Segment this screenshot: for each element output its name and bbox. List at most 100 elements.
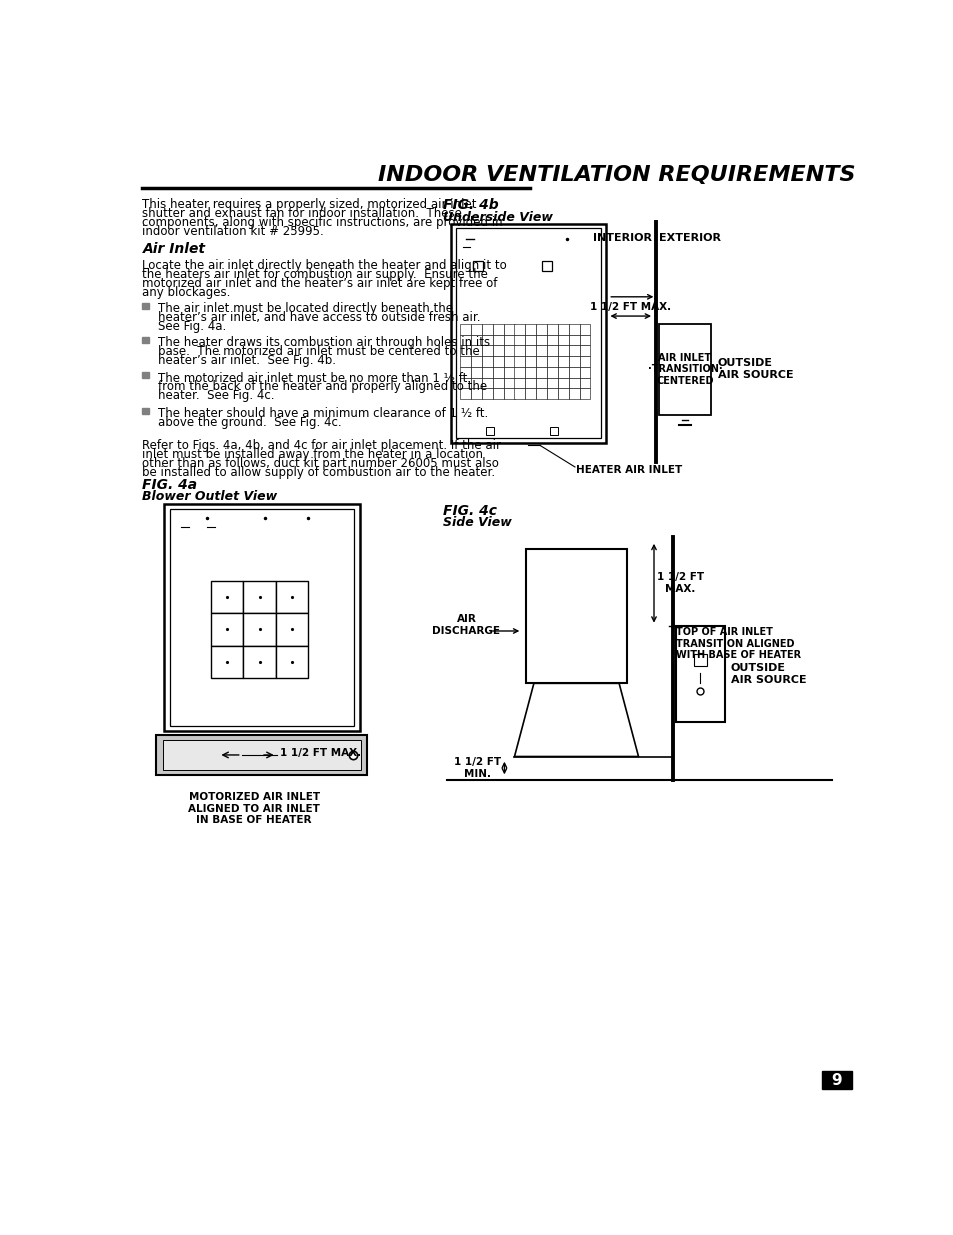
Bar (481, 367, 493, 378)
Bar (694, 655, 706, 667)
Bar (546, 335, 558, 346)
Text: motorized air inlet and the heater’s air inlet are kept free of: motorized air inlet and the heater’s air… (142, 277, 497, 290)
Bar (503, 378, 514, 389)
Text: FIG. 4b: FIG. 4b (443, 199, 498, 212)
Text: See Fig. 4a.: See Fig. 4a. (158, 320, 226, 333)
Text: indoor ventilation kit # 25995.: indoor ventilation kit # 25995. (142, 225, 324, 238)
Bar (471, 356, 481, 367)
Bar (503, 356, 514, 367)
Bar (170, 509, 354, 726)
Text: 1 1/2 FT MAX.: 1 1/2 FT MAX. (590, 303, 671, 312)
Bar (658, 324, 711, 415)
Text: The motorized air inlet must be no more than 1 ½ ft.: The motorized air inlet must be no more … (158, 372, 471, 384)
Bar (481, 378, 493, 389)
Bar (275, 614, 308, 646)
Bar (568, 389, 579, 399)
Bar (275, 646, 308, 678)
Text: Blower Outlet View: Blower Outlet View (142, 490, 277, 503)
Bar (579, 389, 590, 399)
Text: 9: 9 (831, 1073, 841, 1088)
Bar (525, 356, 536, 367)
Bar (558, 367, 568, 378)
Text: heater’s air inlet, and have access to outside fresh air.: heater’s air inlet, and have access to o… (158, 311, 480, 324)
Text: The heater draws its combustion air through holes in its: The heater draws its combustion air thro… (158, 336, 490, 350)
Bar (546, 378, 558, 389)
Text: shutter and exhaust fan for indoor installation.  These: shutter and exhaust fan for indoor insta… (142, 207, 462, 220)
Bar (493, 378, 503, 389)
Bar (558, 346, 568, 356)
Text: 1 1/2 FT MAX.: 1 1/2 FT MAX. (280, 748, 361, 758)
Text: The heater should have a minimum clearance of 1 ½ ft.: The heater should have a minimum clearan… (158, 406, 488, 420)
Bar (142, 408, 149, 414)
Bar (579, 367, 590, 378)
Text: other than as follows, duct kit part number 26005 must also: other than as follows, duct kit part num… (142, 457, 498, 471)
Bar (243, 646, 275, 678)
Bar (514, 324, 525, 335)
Bar (579, 346, 590, 356)
Bar (493, 367, 503, 378)
Text: Side View: Side View (443, 516, 512, 530)
Bar (514, 389, 525, 399)
Bar (211, 646, 243, 678)
Bar (164, 504, 359, 731)
Bar (503, 335, 514, 346)
Text: OUTSIDE
AIR SOURCE: OUTSIDE AIR SOURCE (730, 663, 805, 684)
Bar (456, 228, 600, 438)
Bar (514, 335, 525, 346)
Bar (558, 356, 568, 367)
Bar (471, 324, 481, 335)
Bar (493, 346, 503, 356)
Text: heater.  See Fig. 4c.: heater. See Fig. 4c. (158, 389, 274, 403)
Bar (579, 356, 590, 367)
Bar (459, 346, 471, 356)
Bar (568, 356, 579, 367)
Bar (493, 356, 503, 367)
Text: TOP OF AIR INLET
TRANSITION ALIGNED
WITH BASE OF HEATER: TOP OF AIR INLET TRANSITION ALIGNED WITH… (676, 627, 801, 661)
Text: the heaters air inlet for combustion air supply.  Ensure the: the heaters air inlet for combustion air… (142, 268, 488, 280)
Bar (558, 389, 568, 399)
Bar (459, 324, 471, 335)
Bar (162, 740, 360, 771)
Text: FIG. 4a: FIG. 4a (142, 478, 197, 492)
Text: HEATER AIR INLET: HEATER AIR INLET (576, 464, 682, 474)
Bar (459, 367, 471, 378)
Bar (514, 378, 525, 389)
Bar (493, 324, 503, 335)
Bar (451, 224, 605, 443)
Bar (142, 372, 149, 378)
Bar (568, 367, 579, 378)
Bar (536, 356, 546, 367)
Bar (525, 346, 536, 356)
Bar (546, 324, 558, 335)
Bar (525, 389, 536, 399)
Bar (471, 335, 481, 346)
Bar (514, 367, 525, 378)
Bar (536, 335, 546, 346)
Text: MOTORIZED AIR INLET
ALIGNED TO AIR INLET
IN BASE OF HEATER: MOTORIZED AIR INLET ALIGNED TO AIR INLET… (188, 792, 319, 825)
Text: Refer to Figs. 4a, 4b, and 4c for air inlet placement. If the air: Refer to Figs. 4a, 4b, and 4c for air in… (142, 440, 501, 452)
Bar (493, 335, 503, 346)
Bar (459, 389, 471, 399)
Bar (142, 337, 149, 343)
Text: any blockages.: any blockages. (142, 285, 231, 299)
Bar (525, 548, 626, 683)
Bar (481, 346, 493, 356)
Bar (546, 346, 558, 356)
Polygon shape (514, 683, 638, 757)
Bar (493, 389, 503, 399)
Bar (243, 580, 275, 614)
Bar (579, 378, 590, 389)
Bar (471, 367, 481, 378)
Bar (558, 335, 568, 346)
Bar (503, 389, 514, 399)
Bar (471, 378, 481, 389)
Bar (558, 378, 568, 389)
Text: heater’s air inlet.  See Fig. 4b.: heater’s air inlet. See Fig. 4b. (158, 353, 335, 367)
Text: above the ground.  See Fig. 4c.: above the ground. See Fig. 4c. (158, 416, 341, 429)
Text: 1 1/2 FT
MAX.: 1 1/2 FT MAX. (657, 573, 703, 594)
Bar (558, 324, 568, 335)
Text: INTERIOR: INTERIOR (592, 233, 651, 243)
Bar (550, 427, 558, 435)
Bar (211, 614, 243, 646)
Text: inlet must be installed away from the heater in a location: inlet must be installed away from the he… (142, 448, 483, 461)
